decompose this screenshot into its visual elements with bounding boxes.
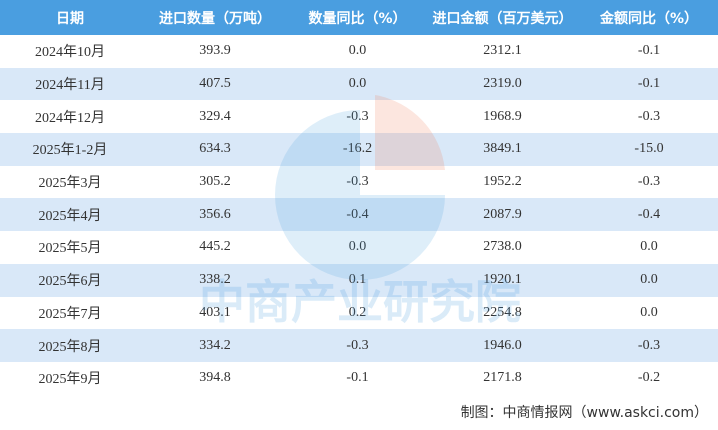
value-cell: 393.9 xyxy=(199,43,231,59)
date-cell: 2025年5月 xyxy=(38,241,102,257)
value-cell: 0.2 xyxy=(348,304,367,320)
value-cell: 0.0 xyxy=(640,304,658,320)
header-row: 日期 进口数量（万吨） 数量同比（%） 进口金额（百万美元） 金额同比（%） xyxy=(0,0,718,35)
value-cell: 1920.1 xyxy=(425,263,580,297)
date-cell: 2025年3月 xyxy=(38,176,102,192)
value-cell: 2087.9 xyxy=(425,198,580,232)
value-cell: 356.6 xyxy=(140,198,290,232)
date-cell: 2024年10月 xyxy=(35,45,105,61)
header-cell: 日期 xyxy=(0,0,140,35)
value-cell: 0.0 xyxy=(348,239,367,255)
value-cell: -0.4 xyxy=(580,198,718,232)
value-cell: 2312.1 xyxy=(483,43,522,59)
value-cell: 3849.1 xyxy=(425,133,580,166)
value-cell: -16.2 xyxy=(290,133,425,166)
value-cell: 0.0 xyxy=(580,263,718,297)
table-row: 2024年11月 407.5 0.0 2319.0 -0.1 xyxy=(0,67,718,101)
table-row: 2025年7月 403.1 0.2 2254.8 0.0 xyxy=(0,297,718,330)
value-cell: 407.5 xyxy=(140,67,290,101)
date-cell: 2025年8月 xyxy=(0,329,140,362)
table-row: 2025年1-2月 634.3 -16.2 3849.1 -15.0 xyxy=(0,133,718,166)
value-cell: 634.3 xyxy=(140,133,290,166)
value-cell: -0.3 xyxy=(580,329,718,362)
value-cell: 305.2 xyxy=(199,174,231,190)
value-cell: -0.1 xyxy=(580,67,718,101)
table-row: 2025年5月 445.2 0.0 2738.0 0.0 xyxy=(0,231,718,264)
value-cell: -15.0 xyxy=(580,133,718,166)
header-cell: 数量同比（%） xyxy=(290,0,425,35)
value-cell: -0.3 xyxy=(346,108,369,124)
data-table: 日期 进口数量（万吨） 数量同比（%） 进口金额（百万美元） 金额同比（%） 2024年… xyxy=(0,0,718,395)
value-cell: 329.4 xyxy=(199,108,231,124)
value-cell: -0.3 xyxy=(637,108,661,124)
table-row: 2025年3月 305.2 -0.3 1952.2 -0.3 xyxy=(0,166,718,199)
value-cell: 0.0 xyxy=(348,43,367,59)
value-cell: 2171.8 xyxy=(483,370,522,386)
value-cell: 338.2 xyxy=(140,263,290,297)
date-cell: 2025年9月 xyxy=(38,372,102,388)
header-cell: 进口金额（百万美元） xyxy=(425,0,580,35)
table-row: 2025年6月 338.2 0.1 1920.1 0.0 xyxy=(0,263,718,297)
value-cell: 403.1 xyxy=(199,304,231,320)
value-cell: -0.3 xyxy=(346,174,369,190)
value-cell: -0.1 xyxy=(346,370,369,386)
value-cell: 0.0 xyxy=(290,67,425,101)
header-cell: 金额同比（%） xyxy=(580,0,718,35)
value-cell: 2254.8 xyxy=(483,304,522,320)
value-cell: -0.1 xyxy=(637,43,661,59)
value-cell: 394.8 xyxy=(199,370,231,386)
header-cell: 进口数量（万吨） xyxy=(140,0,290,35)
table-row: 2025年9月 394.8 -0.1 2171.8 -0.2 xyxy=(0,362,718,395)
table-row: 2025年4月 356.6 -0.4 2087.9 -0.4 xyxy=(0,198,718,232)
value-cell: -0.4 xyxy=(290,198,425,232)
value-cell: 0.0 xyxy=(640,239,658,255)
table-row: 2024年12月 329.4 -0.3 1968.9 -0.3 xyxy=(0,100,718,133)
date-cell: 2025年4月 xyxy=(0,198,140,232)
date-cell: 2025年6月 xyxy=(0,263,140,297)
date-cell: 2024年12月 xyxy=(35,110,105,126)
date-cell: 2025年1-2月 xyxy=(0,133,140,166)
value-cell: -0.3 xyxy=(637,174,661,190)
footer: 制图：中商情报网（www.askci.com） xyxy=(460,405,708,421)
value-cell: -0.3 xyxy=(290,329,425,362)
value-cell: 334.2 xyxy=(140,329,290,362)
date-cell: 2025年7月 xyxy=(38,306,102,322)
value-cell: -0.2 xyxy=(637,370,661,386)
value-cell: 1968.9 xyxy=(483,108,522,124)
table-row: 2025年8月 334.2 -0.3 1946.0 -0.3 xyxy=(0,329,718,362)
value-cell: 1952.2 xyxy=(483,174,522,190)
value-cell: 0.1 xyxy=(290,263,425,297)
date-cell: 2024年11月 xyxy=(0,67,140,101)
value-cell: 2319.0 xyxy=(425,67,580,101)
value-cell: 445.2 xyxy=(199,239,231,255)
value-cell: 2738.0 xyxy=(483,239,522,255)
value-cell: 1946.0 xyxy=(425,329,580,362)
table-row: 2024年10月 393.9 0.0 2312.1 -0.1 xyxy=(0,35,718,68)
